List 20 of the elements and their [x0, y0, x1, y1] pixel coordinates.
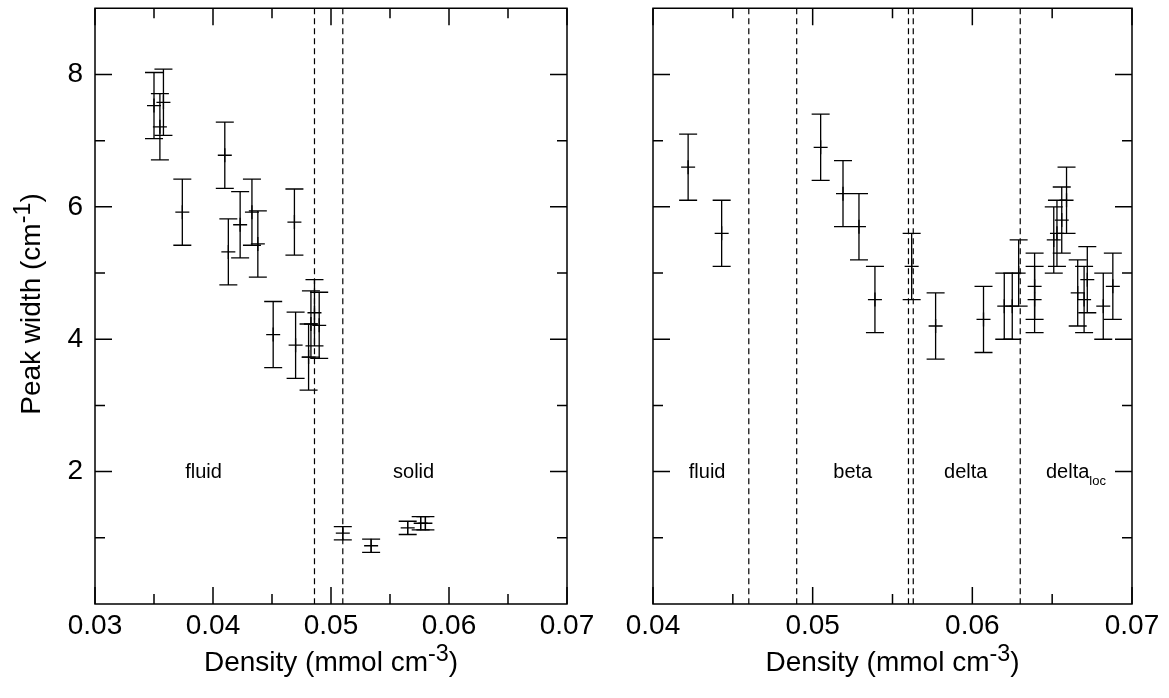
- x-tick-label: 0.05: [785, 608, 840, 640]
- x-tick-label: 0.07: [1104, 608, 1160, 640]
- annotation: beta: [833, 460, 874, 483]
- y-tick-label: 4: [67, 321, 83, 353]
- x-axis-title: Density (mmol cm$^{-3}$): [203, 640, 459, 679]
- x-axis-title: Density (mmol cm$^{-3}$): [765, 640, 1020, 679]
- x-tick-label: 0.06: [421, 608, 477, 640]
- y-tick-label: 2: [67, 454, 83, 486]
- y-tick-label: 6: [67, 189, 83, 221]
- x-tick-label: 0.05: [303, 608, 359, 640]
- annotation: solid: [393, 460, 435, 483]
- annotation: delta: [944, 460, 989, 483]
- annotation: fluid: [688, 460, 726, 483]
- x-tick-label: 0.03: [67, 608, 123, 640]
- y-tick-label: 8: [67, 57, 83, 89]
- x-tick-label: 0.06: [945, 608, 1000, 640]
- x-tick-label: 0.04: [185, 608, 241, 640]
- annotation: fluid: [185, 460, 222, 483]
- x-tick-label: 0.07: [539, 608, 595, 640]
- x-tick-label: 0.04: [625, 608, 681, 640]
